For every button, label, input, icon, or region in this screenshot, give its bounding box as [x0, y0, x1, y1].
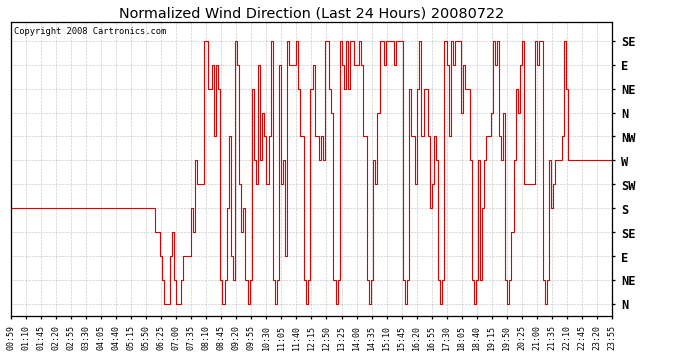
- Text: Copyright 2008 Cartronics.com: Copyright 2008 Cartronics.com: [14, 27, 166, 36]
- Title: Normalized Wind Direction (Last 24 Hours) 20080722: Normalized Wind Direction (Last 24 Hours…: [119, 6, 504, 20]
